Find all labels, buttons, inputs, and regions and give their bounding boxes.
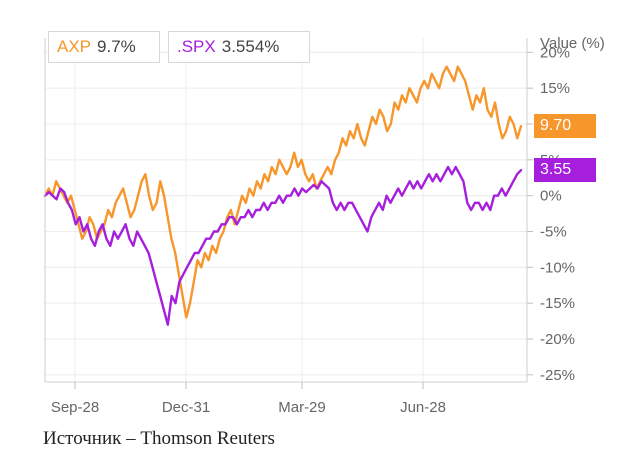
y-tick-label: -10% [540,259,575,276]
axes: 20%15%10%5%0%-5%-10%-15%-20%-25%Value (%… [44,35,605,416]
y-tick-label: -25% [540,367,575,384]
series-line-axp [43,65,523,319]
legend-item-spx[interactable]: .SPX 3.554% [168,31,310,63]
y-tick-label: -20% [540,331,575,348]
y-tick-label: 15% [540,80,570,97]
x-tick-label: Mar-29 [278,399,326,416]
series-line-spx [43,165,523,326]
grid-lines [45,38,527,382]
series-lines [43,65,523,326]
y-tick-label: 0% [540,188,562,205]
source-caption: Источник – Thomson Reuters [43,428,275,449]
y-tick-label: -5% [540,224,567,241]
last-value-tag-axp: 9.70 [534,114,596,139]
y-tick-label: 20% [540,44,570,61]
y-axis-title: Value (%) [540,35,605,52]
x-tick-label: Sep-28 [51,399,99,416]
legend-series-value: 3.554% [221,37,280,56]
y-tick-label: -15% [540,295,575,312]
x-tick-label: Dec-31 [162,399,210,416]
legend-item-axp[interactable]: AXP 9.7% [48,31,160,63]
legend-series-name: AXP [57,37,92,56]
legend-series-value: 9.7% [97,37,136,56]
legend-series-name: .SPX [177,37,216,56]
last-value-tag-spx: 3.55 [534,158,596,183]
x-tick-label: Jun-28 [400,399,446,416]
